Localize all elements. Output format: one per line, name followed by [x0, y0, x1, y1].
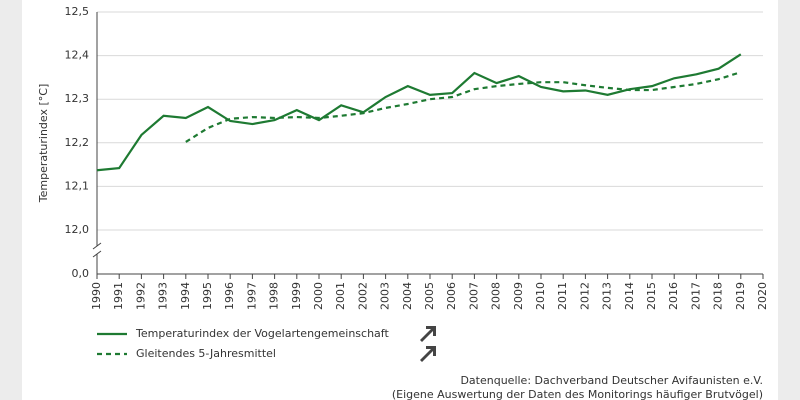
x-tick-label: 2016: [667, 282, 680, 310]
x-tick-label: 2019: [734, 282, 747, 310]
x-tick-label: 2007: [467, 282, 480, 310]
x-tick-label: 2000: [312, 282, 325, 310]
series-line: [96, 53, 742, 172]
panel: [22, 0, 778, 400]
x-tick-label: 2012: [578, 282, 591, 310]
x-tick-label: 1995: [201, 282, 214, 310]
y-tick-label: 12,0: [65, 223, 90, 236]
y-tick-label: 0,0: [72, 267, 90, 280]
y-tick-label: 12,4: [65, 49, 90, 62]
x-tick-label: 2018: [712, 282, 725, 310]
x-tick-label: 2002: [356, 282, 369, 310]
series-line: [185, 71, 742, 143]
y-tick-label: 12,5: [65, 5, 90, 18]
x-tick-label: 2001: [334, 282, 347, 310]
x-tick-label: 2003: [379, 282, 392, 310]
x-tick-label: 1997: [245, 282, 258, 310]
x-tick-label: 2011: [556, 282, 569, 310]
x-tick-label: 1990: [90, 282, 103, 310]
x-tick-label: 1994: [179, 282, 192, 310]
axis-break: [92, 242, 102, 250]
x-tick-label: 1993: [157, 282, 170, 310]
x-tick-label: 1992: [134, 282, 147, 310]
x-tick-label: 1999: [290, 282, 303, 310]
legend-label: Gleitendes 5-Jahresmittel: [136, 347, 276, 360]
x-tick-label: 2013: [601, 282, 614, 310]
trend-arrow: [420, 326, 436, 342]
y-tick-label: 12,1: [65, 179, 90, 192]
y-axis-label: Temperaturindex [°C]: [37, 84, 50, 204]
x-tick-label: 2009: [512, 282, 525, 310]
trend-arrow: [420, 346, 436, 362]
x-tick-label: 1998: [268, 282, 281, 310]
legend-label: Temperaturindex der Vogelartengemeinscha…: [135, 327, 389, 340]
x-tick-label: 2014: [623, 282, 636, 310]
x-tick-label: 1996: [223, 282, 236, 310]
source-note: Datenquelle: Dachverband Deutscher Avifa…: [460, 374, 763, 387]
source-note: (Eigene Auswertung der Daten des Monitor…: [392, 388, 763, 400]
x-tick-label: 2010: [534, 282, 547, 310]
x-tick-label: 2020: [756, 282, 769, 310]
x-tick-label: 2017: [689, 282, 702, 310]
x-tick-label: 2004: [401, 282, 414, 310]
x-tick-label: 2008: [490, 282, 503, 310]
y-tick-label: 12,2: [65, 136, 90, 149]
x-tick-label: 2015: [645, 282, 658, 310]
y-tick-label: 12,3: [65, 92, 90, 105]
x-tick-label: 1991: [112, 282, 125, 310]
x-tick-label: 2005: [423, 282, 436, 310]
axis-break: [92, 250, 102, 258]
x-tick-label: 2006: [445, 282, 458, 310]
